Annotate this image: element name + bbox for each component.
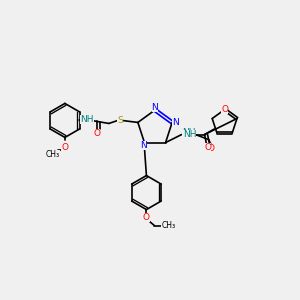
- Text: N: N: [172, 118, 178, 127]
- Text: O: O: [61, 143, 68, 152]
- Text: CH₃: CH₃: [161, 221, 176, 230]
- Text: O: O: [204, 143, 211, 152]
- Text: N: N: [152, 103, 158, 112]
- Text: NH: NH: [80, 115, 94, 124]
- Text: O: O: [207, 144, 214, 153]
- Text: O: O: [143, 213, 150, 222]
- Text: S: S: [117, 116, 123, 125]
- Text: N: N: [140, 141, 147, 150]
- Text: NH: NH: [183, 130, 196, 139]
- Text: O: O: [93, 129, 100, 138]
- Text: O: O: [221, 105, 228, 114]
- Text: NH: NH: [182, 128, 195, 137]
- Text: CH₃: CH₃: [46, 150, 60, 159]
